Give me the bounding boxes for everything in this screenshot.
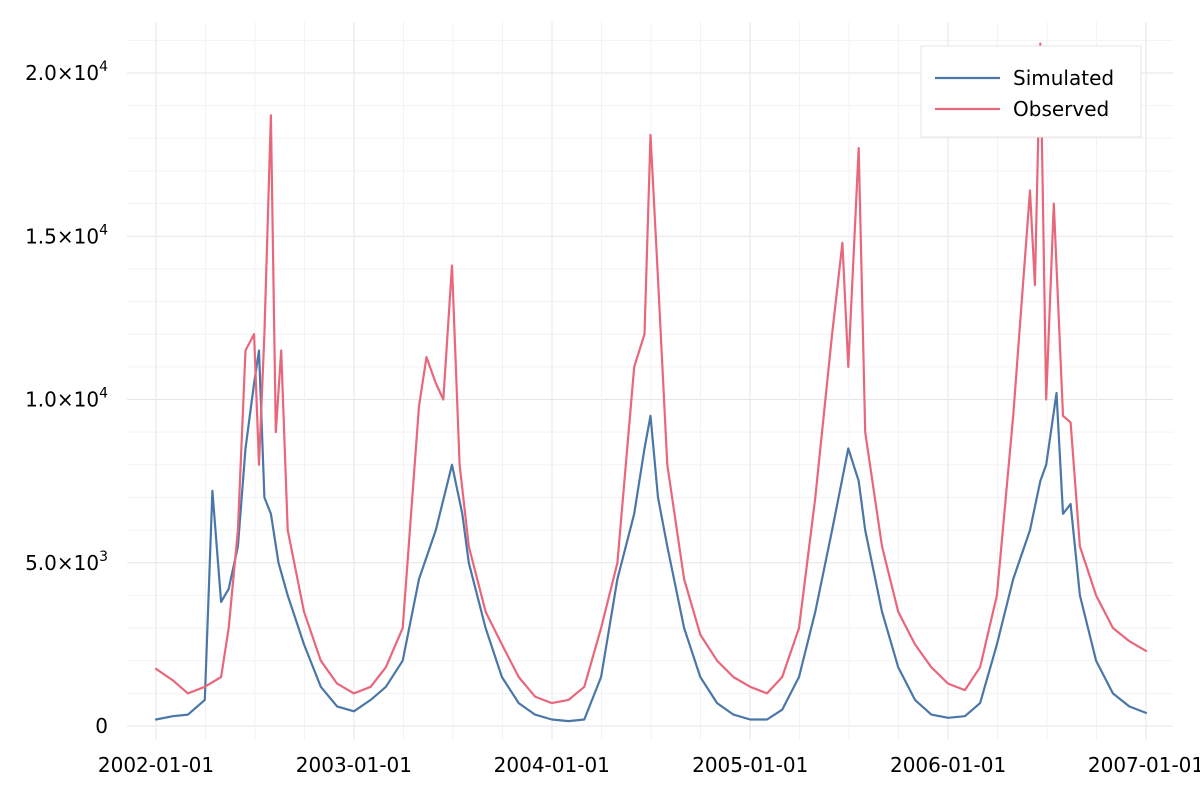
x-tick-label: 2006-01-01	[890, 753, 1006, 777]
y-tick-exponent: 4	[99, 222, 108, 238]
x-axis: 2002-01-01 2003-01-01 2004-01-01 2005-01-01…	[98, 753, 1200, 777]
x-tick-label: 2003-01-01	[296, 753, 412, 777]
y-tick-label: 0	[95, 714, 108, 738]
legend-label-simulated: Simulated	[1013, 66, 1114, 90]
y-tick-label: 1.0×104	[25, 386, 108, 412]
y-tick-exponent: 4	[99, 386, 108, 402]
y-tick-label: 1.5×104	[25, 222, 108, 248]
legend-label-observed: Observed	[1013, 97, 1109, 121]
x-tick-label: 2007-01-01	[1088, 753, 1200, 777]
y-tick-mantissa: 1.0×10	[25, 388, 99, 412]
y-tick-label: 2.0×104	[25, 59, 108, 85]
series-line-observed	[154, 42, 1148, 705]
series-line-simulated	[154, 349, 1148, 723]
x-tick-label: 2005-01-01	[692, 753, 808, 777]
x-tick-label: 2002-01-01	[98, 753, 214, 777]
series-layer	[154, 42, 1148, 723]
y-tick-exponent: 4	[99, 59, 108, 75]
y-tick-mantissa: 2.0×10	[25, 61, 99, 85]
y-tick-label: 5.0×103	[25, 549, 108, 575]
y-tick-mantissa: 1.5×10	[25, 224, 99, 248]
legend-box	[920, 45, 1142, 138]
y-tick-exponent: 3	[99, 549, 108, 565]
y-tick-mantissa: 5.0×10	[25, 551, 99, 575]
legend: Simulated Observed	[920, 45, 1142, 138]
y-tick-mantissa: 0	[95, 714, 108, 738]
x-tick-label: 2004-01-01	[494, 753, 610, 777]
